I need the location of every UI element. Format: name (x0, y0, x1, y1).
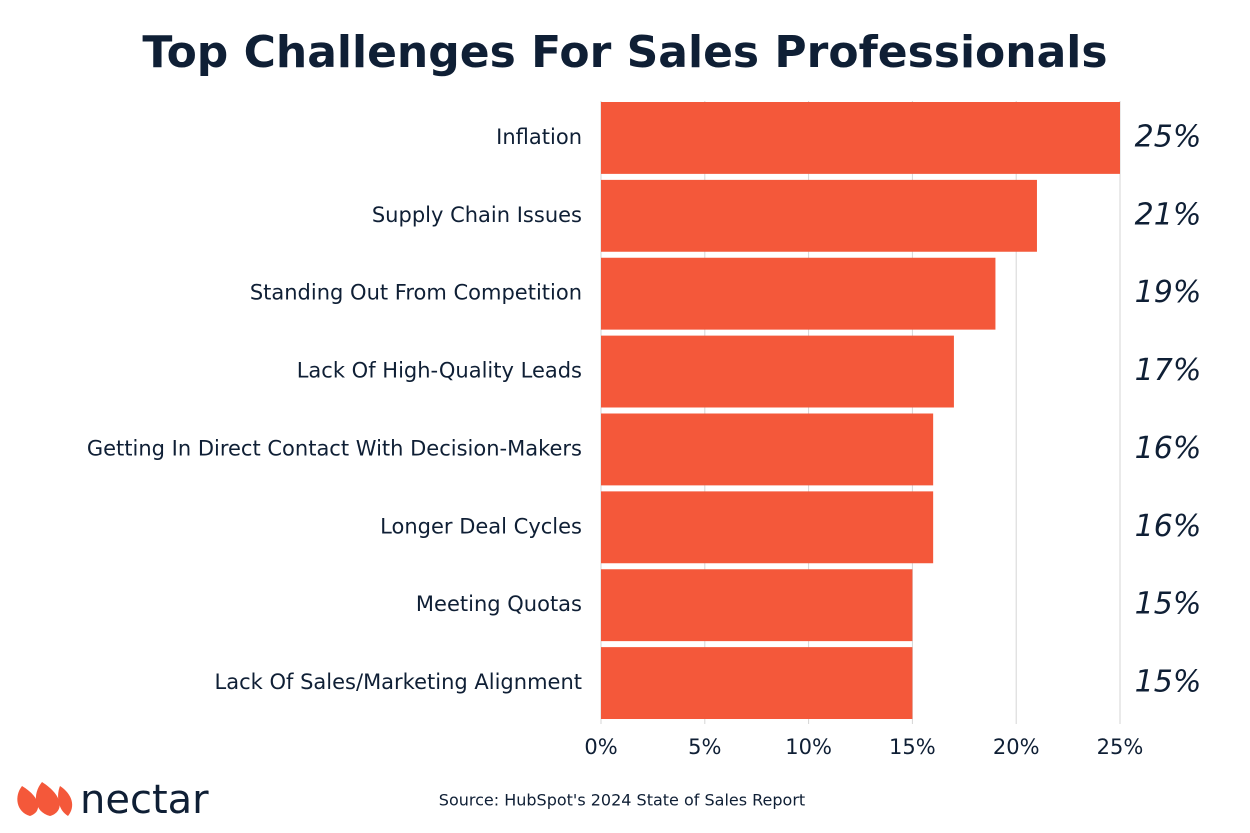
bar (601, 257, 996, 330)
value-label: 16% (1135, 509, 1202, 544)
x-tick-label: 25% (1097, 735, 1144, 759)
category-label: Longer Deal Cycles (380, 514, 582, 538)
bar (601, 413, 934, 486)
category-label: Inflation (496, 125, 582, 149)
value-label: 16% (1135, 431, 1202, 466)
category-label: Lack Of Sales/Marketing Alignment (215, 670, 582, 694)
value-label: 15% (1135, 665, 1202, 700)
bar (601, 647, 913, 719)
category-label: Supply Chain Issues (372, 203, 582, 227)
brand: nectar (80, 777, 209, 823)
x-tick-label: 15% (889, 735, 936, 759)
x-tick-label: 10% (785, 735, 832, 759)
bar (601, 569, 913, 642)
x-tick-label: 0% (584, 735, 617, 759)
value-label: 17% (1135, 353, 1202, 388)
value-label: 25% (1135, 119, 1202, 154)
x-tick-label: 20% (993, 735, 1040, 759)
category-label: Lack Of High-Quality Leads (297, 359, 582, 383)
source: Source: HubSpot's 2024 State of Sales Re… (439, 791, 805, 810)
bar (601, 491, 934, 564)
value-label: 19% (1135, 275, 1202, 310)
x-tick-label: 5% (688, 735, 721, 759)
bar (601, 335, 954, 408)
bar (601, 102, 1120, 174)
category-label: Meeting Quotas (416, 592, 582, 616)
logo-icon (17, 782, 73, 816)
chart-title: Top Challenges For Sales Professionals (142, 27, 1107, 78)
bar (601, 179, 1037, 252)
value-label: 15% (1135, 587, 1202, 622)
category-label: Standing Out From Competition (250, 281, 582, 305)
category-label: Getting In Direct Contact With Decision-… (87, 436, 582, 460)
value-label: 21% (1135, 197, 1202, 232)
